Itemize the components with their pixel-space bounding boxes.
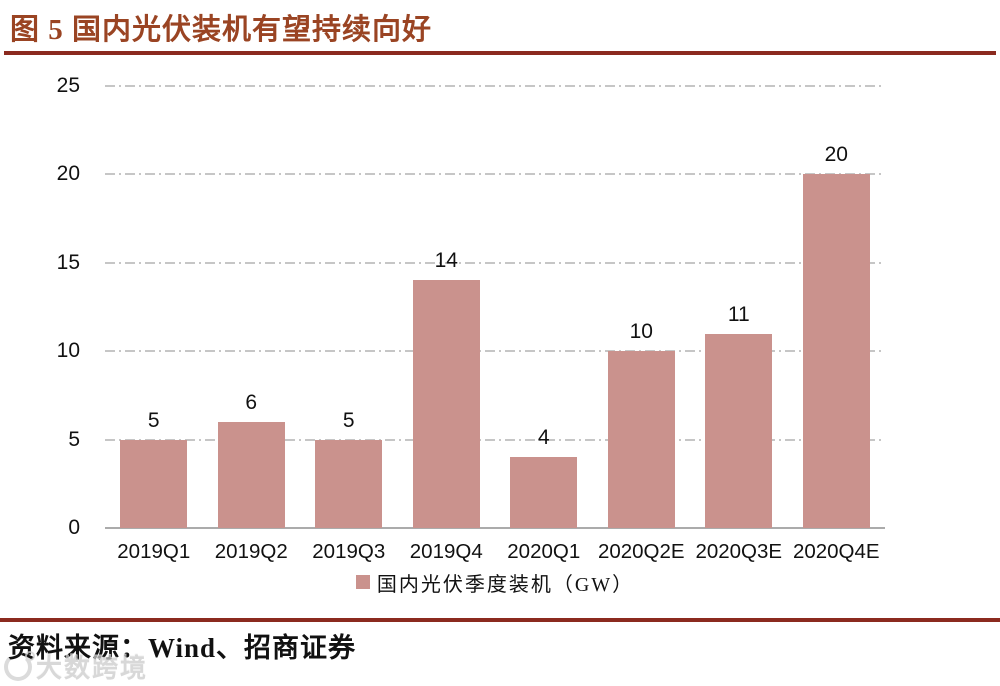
y-tick-label: 25 [56, 74, 80, 97]
x-tick-label: 2020Q4E [792, 540, 880, 563]
bar-value-label: 11 [727, 302, 750, 326]
bar-2019Q2 [217, 421, 285, 528]
bar-2019Q4 [412, 280, 480, 528]
watermark: 大数跨境 [4, 648, 148, 685]
x-tick-label: 2020Q3E [695, 540, 783, 563]
x-tick-label: 2019Q3 [312, 540, 386, 563]
x-tick-label: 2020Q1 [507, 540, 581, 563]
bar-2020Q3E [705, 333, 773, 528]
watermark-logo-icon [4, 650, 35, 681]
bar-value-label: 14 [434, 249, 458, 273]
legend-label: 国内光伏季度装机（GW） [376, 573, 635, 596]
y-tick-label: 20 [56, 162, 80, 186]
footer-rule [0, 618, 1000, 622]
x-axis-line [105, 527, 885, 529]
bar-value-label: 5 [342, 408, 355, 432]
source-line: 资料来源：Wind、招商证券 [8, 633, 357, 663]
y-tick-label: 0 [68, 516, 80, 539]
y-tick-label: 5 [68, 427, 80, 451]
gridline-15 [105, 261, 885, 264]
title-underline [4, 51, 996, 55]
bar-value-label: 20 [824, 143, 848, 167]
gridline-5 [105, 438, 885, 441]
bar-value-label: 6 [245, 390, 258, 414]
x-tick-label: 2020Q2E [597, 540, 685, 563]
gridline-20 [105, 173, 885, 176]
bar-2019Q1 [120, 439, 188, 528]
bar-2020Q4E [802, 174, 870, 528]
legend: 国内光伏季度装机（GW） [105, 569, 885, 596]
bar-value-label: 10 [629, 320, 653, 344]
y-tick-label: 15 [56, 250, 80, 274]
x-tick-label: 2019Q1 [117, 540, 191, 563]
legend-swatch-icon [355, 575, 370, 589]
y-tick-label: 10 [56, 339, 80, 363]
bar-2020Q2E [607, 351, 675, 528]
bar-2020Q1 [510, 457, 578, 528]
bar-value-label: 5 [147, 408, 160, 432]
x-tick-label: 2019Q4 [409, 540, 483, 563]
gridline-10 [105, 350, 885, 353]
figure-title: 图 5 国内光伏装机有望持续向好 [10, 14, 433, 46]
plot-area: 5 6 5 14 4 10 11 20 [105, 85, 885, 529]
watermark-text: 大数跨境 [36, 653, 149, 683]
x-tick-label: 2019Q2 [214, 540, 288, 563]
gridline-25 [105, 85, 885, 87]
bar-2019Q3 [315, 439, 383, 528]
bar-value-label: 4 [537, 426, 550, 450]
